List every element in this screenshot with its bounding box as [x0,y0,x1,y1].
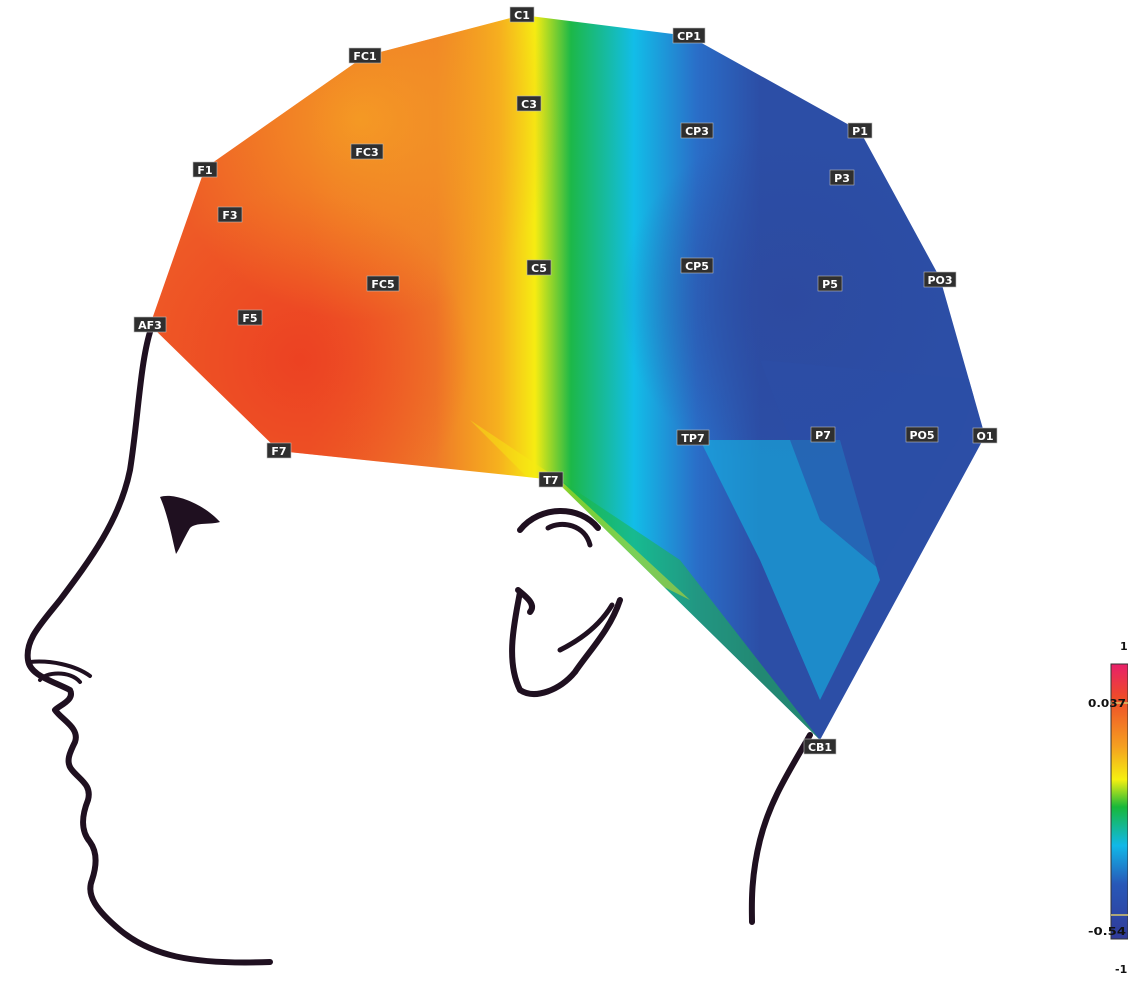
electrode-label-text: P3 [834,172,850,185]
electrode-label-text: C3 [521,98,537,111]
electrode-label-box [192,161,218,178]
electrode-label-tp7: TP7 [676,429,710,446]
colorbar-max-label: 1 [1120,640,1128,653]
electrode-label-box [516,95,542,112]
electrode-label-text: P1 [852,125,868,138]
electrode-label-f3: F3 [217,206,243,223]
electrode-label-text: F1 [197,164,212,177]
electrode-label-text: CP3 [685,125,709,138]
electrode-label-box [680,257,714,274]
electrode-label-c1: C1 [509,6,535,23]
colorbar-lower-marker-label: -0.54 [1088,925,1126,938]
electrode-label-cp1: CP1 [672,27,706,44]
electrode-label-text: CP5 [685,260,709,273]
electrode-label-box [680,122,714,139]
electrode-label-text: FC1 [353,50,376,63]
electrode-label-text: PO3 [927,274,952,287]
electrode-label-box [810,426,836,443]
electrode-label-box [350,143,384,160]
electrode-label-box [972,427,998,444]
electrode-label-c3: C3 [516,95,542,112]
electrode-label-box [905,426,939,443]
electrode-label-box [133,316,167,333]
electrode-label-text: P5 [822,278,838,291]
electrode-label-f1: F1 [192,161,218,178]
electrode-label-text: CP1 [677,30,701,43]
electrode-label-box [829,169,855,186]
electrode-label-text: F5 [242,312,257,325]
electrode-labels: C1 CP1 FC1 C3 FC3 CP3 P1 F1 P3 F3 C5 CP5 FC5 P5 PO3 AF3… [133,6,998,755]
electrode-label-box [348,47,382,64]
electrode-label-box [676,429,710,446]
electrode-label-po3: PO3 [923,271,957,288]
electrode-label-p3: P3 [829,169,855,186]
electrode-label-cb1: CB1 [803,738,837,755]
scalp-potential-map [150,15,985,740]
electrode-label-fc1: FC1 [348,47,382,64]
electrode-label-text: CB1 [808,741,832,754]
electrode-label-box [803,738,837,755]
electrode-label-text: P7 [815,429,831,442]
head-outline [24,329,813,966]
electrode-label-text: AF3 [138,319,162,332]
electrode-label-o1: O1 [972,427,998,444]
electrode-label-box [847,122,873,139]
electrode-label-text: O1 [976,430,993,443]
electrode-label-text: C1 [514,9,530,22]
electrode-label-p5: P5 [817,275,843,292]
electrode-label-text: FC3 [355,146,378,159]
electrode-label-p7: P7 [810,426,836,443]
electrode-label-p1: P1 [847,122,873,139]
electrode-label-box [817,275,843,292]
electrode-label-box [509,6,535,23]
electrode-label-box [366,275,400,292]
electrode-label-text: T7 [543,474,558,487]
electrode-label-box [672,27,706,44]
eye-shape [160,495,220,554]
electrode-label-t7: T7 [538,471,564,488]
electrode-label-text: F3 [222,209,237,222]
electrode-label-c5: C5 [526,259,552,276]
electrode-label-box [217,206,243,223]
electrode-label-po5: PO5 [905,426,939,443]
electrode-label-af3: AF3 [133,316,167,333]
electrode-label-text: PO5 [909,429,934,442]
electrode-label-text: FC5 [371,278,394,291]
electrode-label-f7: F7 [266,442,292,459]
electrode-label-box [237,309,263,326]
electrode-label-box [538,471,564,488]
colorbar: 1 0.037 -0.54 -1 [1088,640,1128,976]
electrode-label-cp5: CP5 [680,257,714,274]
electrode-label-text: F7 [271,445,286,458]
electrode-label-text: C5 [531,262,547,275]
electrode-label-fc5: FC5 [366,275,400,292]
electrode-label-f5: F5 [237,309,263,326]
electrode-label-box [266,442,292,459]
colorbar-gradient [1110,663,1128,940]
electrode-label-box [526,259,552,276]
electrode-label-text: TP7 [681,432,704,445]
colorbar-upper-marker-label: 0.037 [1088,697,1126,710]
electrode-label-box [923,271,957,288]
electrode-label-cp3: CP3 [680,122,714,139]
colorbar-min-label: -1 [1115,963,1127,976]
electrode-label-fc3: FC3 [350,143,384,160]
